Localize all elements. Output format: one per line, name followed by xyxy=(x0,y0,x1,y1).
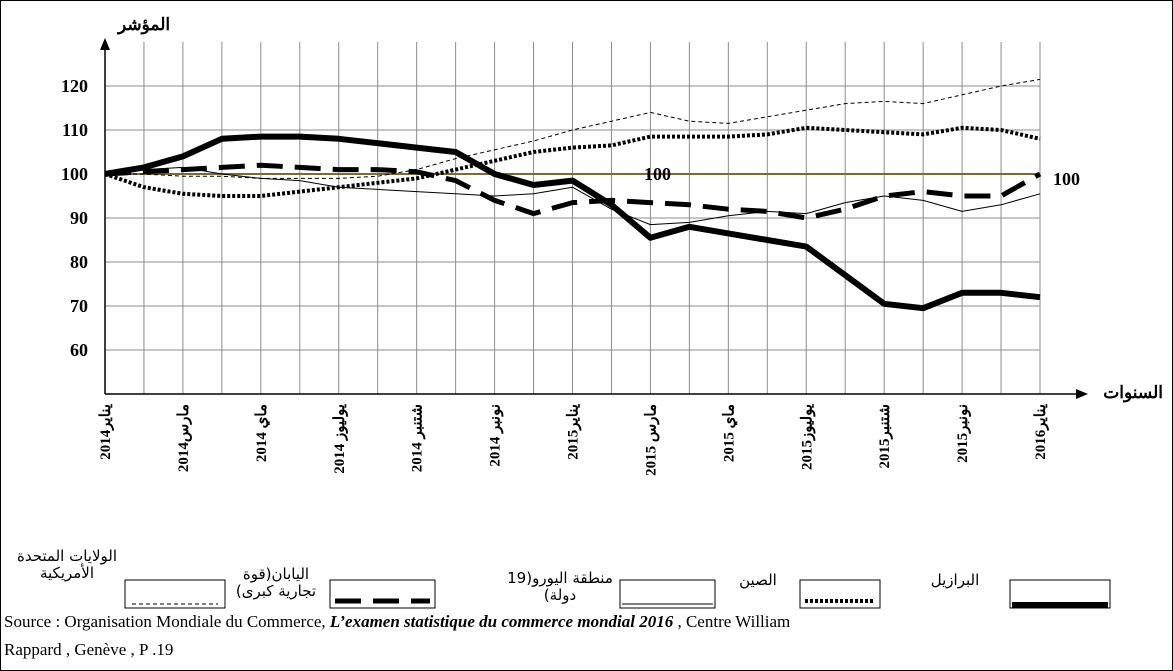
series-line xyxy=(104,125,1041,198)
legend-label: اليابان(قوة تجارية كبرى) xyxy=(235,565,317,600)
y-tick-label: 80 xyxy=(70,252,88,272)
x-arrow xyxy=(1076,389,1088,399)
y-tick-label: 70 xyxy=(70,296,88,316)
x-tick-label: يناير2014 xyxy=(98,404,114,460)
legend-box xyxy=(329,579,436,609)
source-suffix: , Centre William xyxy=(673,612,791,631)
source-prefix: Source : Organisation Mondiale du Commer… xyxy=(4,612,330,631)
y-tick-label: 100 xyxy=(61,164,88,184)
series-line xyxy=(104,133,1041,312)
x-tick-label: نونبر2015 xyxy=(955,404,971,463)
legend-label: منطقة اليورو(19 دولة) xyxy=(507,569,613,604)
legend xyxy=(124,579,1111,609)
legend-box xyxy=(124,579,226,609)
series-line xyxy=(104,166,1041,226)
y-tick-label: 120 xyxy=(61,76,88,96)
y-tick-label: 60 xyxy=(70,340,88,360)
source: Source : Organisation Mondiale du Commer… xyxy=(4,612,1169,632)
x-tick-label: ماي 2014 xyxy=(254,404,271,462)
x-tick-label: يوليوز 2014 xyxy=(332,404,348,474)
x-axis-title: السنوات xyxy=(1103,383,1163,403)
legend-label: الصين xyxy=(739,571,777,589)
series-line xyxy=(104,162,1042,221)
legend-box xyxy=(619,579,716,609)
x-tick-label: يناير2015 xyxy=(566,404,582,460)
x-tick-label: مارس2014 xyxy=(176,404,192,472)
reference-label: 100 xyxy=(644,164,671,184)
source-line2: Rappard , Genève , P .19 xyxy=(4,640,174,659)
x-tick-label: ماي 2015 xyxy=(721,404,738,462)
reference-label: 100 xyxy=(1053,169,1080,189)
x-tick-label: يناير2016 xyxy=(1033,404,1049,460)
x-tick-label: شتنبر2015 xyxy=(877,404,893,468)
x-tick-label: يوليوز2015 xyxy=(799,404,815,470)
y-tick-label: 90 xyxy=(70,208,88,228)
x-tick-label: نونبر 2014 xyxy=(488,404,504,467)
source-title: L’examen statistique du commerce mondial… xyxy=(329,612,674,631)
y-arrow xyxy=(100,38,110,50)
x-tick-label: شتنبر 2014 xyxy=(410,404,426,472)
legend-box xyxy=(799,579,881,609)
legend-label: الولايات المتحدة الأمريكية xyxy=(16,547,118,582)
legend-label: البرازيل xyxy=(930,571,980,589)
y-axis-title: المؤشر xyxy=(116,15,170,35)
x-tick-label: مارس 2015 xyxy=(643,404,659,476)
y-tick-label: 110 xyxy=(62,120,88,140)
